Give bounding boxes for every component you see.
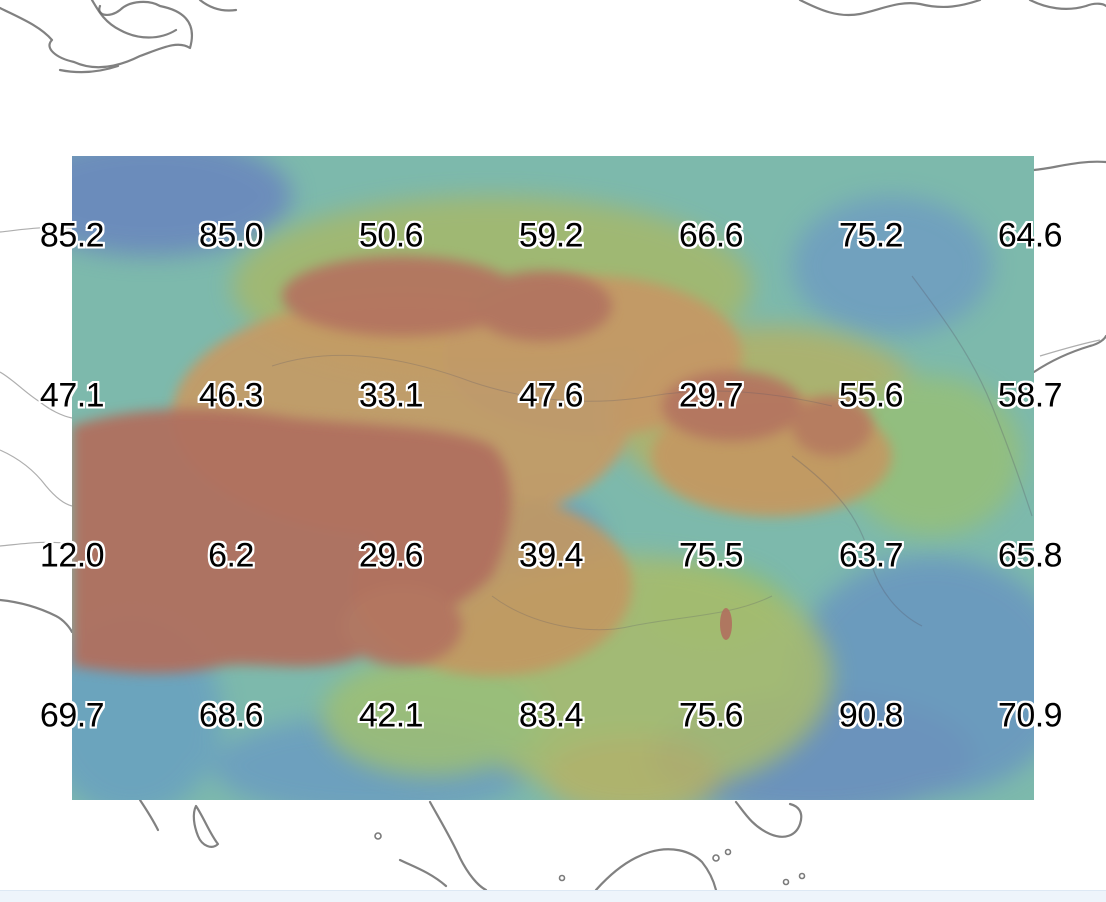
- island-dot: [560, 876, 565, 881]
- island-dot: [375, 833, 381, 839]
- grid-value: 75.2: [839, 217, 903, 256]
- grid-value: 64.6: [998, 217, 1062, 256]
- coastline-west: [0, 600, 72, 632]
- grid-value: 68.6: [199, 697, 263, 736]
- coastline-malay-peninsula: [400, 802, 486, 890]
- grid-value: 50.6: [359, 217, 423, 256]
- grid-value: 75.6: [679, 697, 743, 736]
- coastline-borneo: [596, 849, 716, 890]
- grid-value: 69.7: [40, 697, 104, 736]
- grid-value: 29.6: [359, 537, 423, 576]
- island-dot: [726, 850, 731, 855]
- grid-value: 59.2: [519, 217, 583, 256]
- grid-value: 39.4: [519, 537, 583, 576]
- grid-value: 85.0: [199, 217, 263, 256]
- grid-value: 12.0: [40, 537, 104, 576]
- grid-value: 65.8: [998, 537, 1062, 576]
- coastline-india-tip: [140, 800, 158, 830]
- grid-value: 46.3: [199, 377, 263, 416]
- island-dot: [784, 880, 789, 885]
- coastline-north-west: [0, 2, 192, 72]
- grid-value: 70.9: [998, 697, 1062, 736]
- coastline-north-west-inner: [92, 0, 236, 38]
- bottom-panel-edge: [0, 890, 1106, 902]
- grid-value: 83.4: [519, 697, 583, 736]
- grid-value: 47.6: [519, 377, 583, 416]
- grid-value: 75.5: [679, 537, 743, 576]
- grid-value: 6.2: [208, 537, 254, 576]
- grid-value: 33.1: [359, 377, 423, 416]
- grid-value: 58.7: [998, 377, 1062, 416]
- grid-value: 66.6: [679, 217, 743, 256]
- grid-value: 85.2: [40, 217, 104, 256]
- coastline-philippines: [736, 802, 801, 837]
- grid-value: 47.1: [40, 377, 104, 416]
- grid-value: 42.1: [359, 697, 423, 736]
- grid-value: 55.6: [839, 377, 903, 416]
- island-dot: [800, 874, 805, 879]
- grid-value: 29.7: [679, 377, 743, 416]
- grid-value: 90.8: [839, 697, 903, 736]
- grid-value: 63.7: [839, 537, 903, 576]
- coastline-sri-lanka: [194, 806, 218, 847]
- coastline-north-east: [800, 0, 1106, 15]
- island-dot: [713, 855, 719, 861]
